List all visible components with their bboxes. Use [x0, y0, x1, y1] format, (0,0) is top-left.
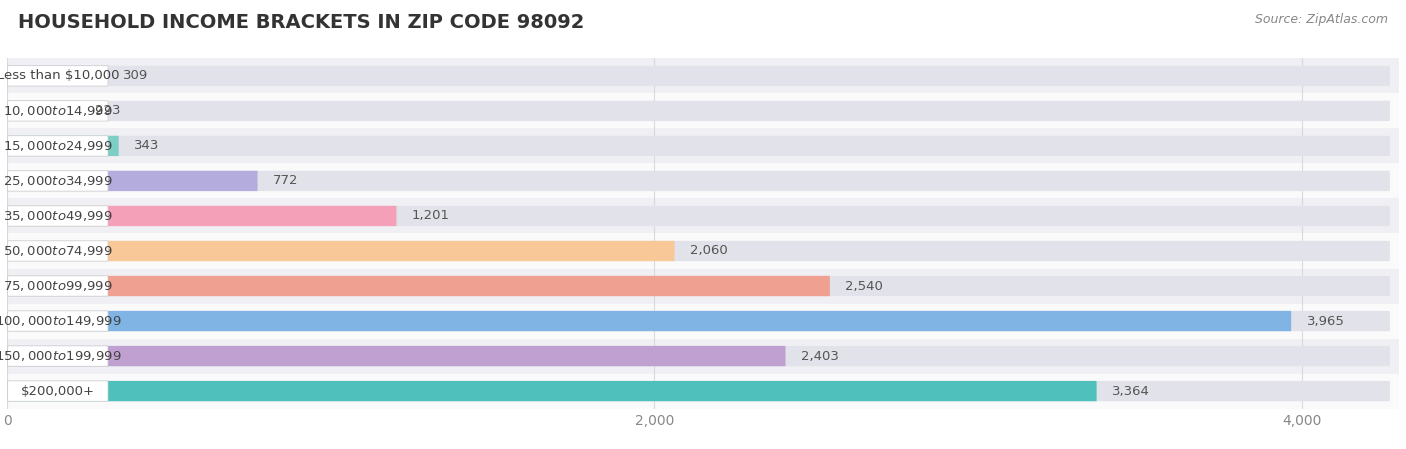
Text: $25,000 to $34,999: $25,000 to $34,999: [3, 174, 112, 188]
Text: 2,540: 2,540: [845, 280, 883, 292]
FancyBboxPatch shape: [7, 381, 108, 401]
Text: Less than $10,000: Less than $10,000: [0, 70, 120, 82]
FancyBboxPatch shape: [7, 381, 1391, 401]
FancyBboxPatch shape: [7, 206, 396, 226]
Text: $150,000 to $199,999: $150,000 to $199,999: [0, 349, 121, 363]
FancyBboxPatch shape: [7, 374, 1399, 409]
FancyBboxPatch shape: [7, 101, 1391, 121]
FancyBboxPatch shape: [7, 101, 108, 121]
FancyBboxPatch shape: [7, 171, 1391, 191]
FancyBboxPatch shape: [7, 339, 1399, 374]
FancyBboxPatch shape: [7, 66, 108, 86]
FancyBboxPatch shape: [7, 93, 1399, 128]
FancyBboxPatch shape: [7, 171, 257, 191]
Text: $10,000 to $14,999: $10,000 to $14,999: [3, 104, 112, 118]
Text: 223: 223: [96, 105, 121, 117]
Text: 772: 772: [273, 175, 298, 187]
FancyBboxPatch shape: [7, 101, 80, 121]
FancyBboxPatch shape: [7, 198, 1399, 233]
FancyBboxPatch shape: [7, 276, 1391, 296]
FancyBboxPatch shape: [7, 206, 108, 226]
FancyBboxPatch shape: [7, 171, 108, 191]
FancyBboxPatch shape: [7, 136, 1391, 156]
FancyBboxPatch shape: [7, 206, 1391, 226]
FancyBboxPatch shape: [7, 381, 1097, 401]
FancyBboxPatch shape: [7, 346, 786, 366]
Text: HOUSEHOLD INCOME BRACKETS IN ZIP CODE 98092: HOUSEHOLD INCOME BRACKETS IN ZIP CODE 98…: [18, 13, 585, 32]
Text: 309: 309: [124, 70, 149, 82]
Text: $50,000 to $74,999: $50,000 to $74,999: [3, 244, 112, 258]
FancyBboxPatch shape: [7, 276, 108, 296]
FancyBboxPatch shape: [7, 66, 1391, 86]
Text: 2,060: 2,060: [690, 245, 728, 257]
FancyBboxPatch shape: [7, 58, 1399, 93]
FancyBboxPatch shape: [7, 163, 1399, 198]
Text: 343: 343: [134, 140, 160, 152]
FancyBboxPatch shape: [7, 241, 675, 261]
FancyBboxPatch shape: [7, 346, 1391, 366]
FancyBboxPatch shape: [7, 346, 108, 366]
Text: 1,201: 1,201: [412, 210, 450, 222]
Text: 2,403: 2,403: [801, 350, 839, 362]
FancyBboxPatch shape: [7, 136, 118, 156]
Text: 3,965: 3,965: [1306, 315, 1344, 327]
FancyBboxPatch shape: [7, 233, 1399, 269]
Text: Source: ZipAtlas.com: Source: ZipAtlas.com: [1254, 13, 1388, 26]
FancyBboxPatch shape: [7, 311, 108, 331]
Text: $100,000 to $149,999: $100,000 to $149,999: [0, 314, 121, 328]
FancyBboxPatch shape: [7, 241, 1391, 261]
FancyBboxPatch shape: [7, 276, 830, 296]
FancyBboxPatch shape: [7, 311, 1291, 331]
FancyBboxPatch shape: [7, 304, 1399, 339]
FancyBboxPatch shape: [7, 136, 108, 156]
FancyBboxPatch shape: [7, 128, 1399, 163]
FancyBboxPatch shape: [7, 311, 1391, 331]
Text: $35,000 to $49,999: $35,000 to $49,999: [3, 209, 112, 223]
Text: $75,000 to $99,999: $75,000 to $99,999: [3, 279, 112, 293]
Text: $200,000+: $200,000+: [21, 385, 94, 397]
FancyBboxPatch shape: [7, 66, 108, 86]
FancyBboxPatch shape: [7, 241, 108, 261]
Text: 3,364: 3,364: [1112, 385, 1150, 397]
FancyBboxPatch shape: [7, 269, 1399, 304]
Text: $15,000 to $24,999: $15,000 to $24,999: [3, 139, 112, 153]
